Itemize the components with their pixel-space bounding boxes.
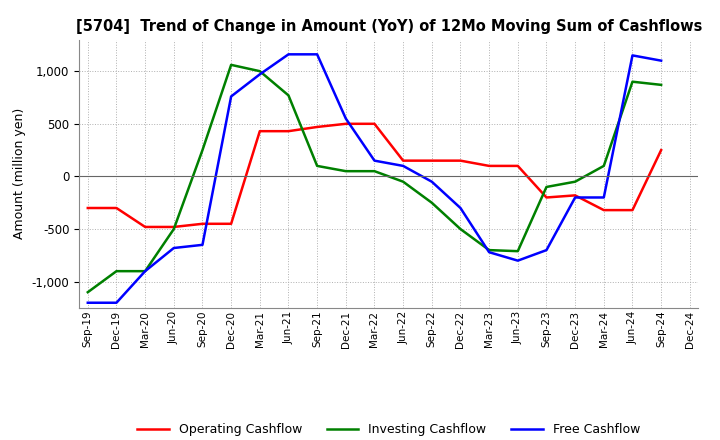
Operating Cashflow — [513, 163, 522, 169]
Title: [5704]  Trend of Change in Amount (YoY) of 12Mo Moving Sum of Cashflows: [5704] Trend of Change in Amount (YoY) o… — [76, 19, 702, 34]
Free Cashflow — [428, 179, 436, 184]
Operating Cashflow — [542, 195, 551, 200]
Free Cashflow — [399, 163, 408, 169]
Operating Cashflow — [341, 121, 350, 126]
Operating Cashflow — [657, 147, 665, 153]
Investing Cashflow — [628, 79, 636, 84]
Operating Cashflow — [600, 208, 608, 213]
Operating Cashflow — [428, 158, 436, 163]
Operating Cashflow — [370, 121, 379, 126]
Operating Cashflow — [198, 221, 207, 227]
Free Cashflow — [571, 195, 580, 200]
Investing Cashflow — [600, 163, 608, 169]
Free Cashflow — [370, 158, 379, 163]
Investing Cashflow — [198, 147, 207, 153]
Investing Cashflow — [657, 82, 665, 88]
Y-axis label: Amount (million yen): Amount (million yen) — [13, 108, 26, 239]
Investing Cashflow — [542, 184, 551, 190]
Operating Cashflow — [169, 224, 178, 230]
Operating Cashflow — [456, 158, 465, 163]
Free Cashflow — [628, 53, 636, 58]
Operating Cashflow — [227, 221, 235, 227]
Free Cashflow — [227, 94, 235, 99]
Operating Cashflow — [84, 205, 92, 211]
Free Cashflow — [198, 242, 207, 247]
Investing Cashflow — [312, 163, 321, 169]
Investing Cashflow — [456, 227, 465, 232]
Investing Cashflow — [341, 169, 350, 174]
Line: Operating Cashflow: Operating Cashflow — [88, 124, 661, 227]
Investing Cashflow — [284, 93, 293, 98]
Operating Cashflow — [256, 128, 264, 134]
Investing Cashflow — [256, 69, 264, 74]
Free Cashflow — [256, 72, 264, 77]
Legend: Operating Cashflow, Investing Cashflow, Free Cashflow: Operating Cashflow, Investing Cashflow, … — [132, 418, 645, 440]
Operating Cashflow — [141, 224, 150, 230]
Investing Cashflow — [84, 290, 92, 295]
Operating Cashflow — [312, 125, 321, 130]
Investing Cashflow — [169, 227, 178, 232]
Operating Cashflow — [399, 158, 408, 163]
Free Cashflow — [542, 247, 551, 253]
Operating Cashflow — [112, 205, 121, 211]
Free Cashflow — [456, 205, 465, 211]
Investing Cashflow — [428, 200, 436, 205]
Line: Investing Cashflow: Investing Cashflow — [88, 65, 661, 292]
Free Cashflow — [341, 116, 350, 121]
Free Cashflow — [84, 300, 92, 305]
Operating Cashflow — [571, 193, 580, 198]
Free Cashflow — [513, 258, 522, 263]
Investing Cashflow — [227, 62, 235, 67]
Operating Cashflow — [485, 163, 493, 169]
Investing Cashflow — [571, 179, 580, 184]
Free Cashflow — [284, 51, 293, 57]
Free Cashflow — [657, 58, 665, 63]
Free Cashflow — [141, 268, 150, 274]
Investing Cashflow — [370, 169, 379, 174]
Free Cashflow — [312, 51, 321, 57]
Free Cashflow — [169, 246, 178, 251]
Operating Cashflow — [284, 128, 293, 134]
Free Cashflow — [112, 300, 121, 305]
Investing Cashflow — [513, 249, 522, 254]
Investing Cashflow — [485, 247, 493, 253]
Investing Cashflow — [141, 268, 150, 274]
Free Cashflow — [485, 249, 493, 255]
Free Cashflow — [600, 195, 608, 200]
Operating Cashflow — [628, 208, 636, 213]
Investing Cashflow — [399, 179, 408, 184]
Investing Cashflow — [112, 268, 121, 274]
Line: Free Cashflow: Free Cashflow — [88, 54, 661, 303]
